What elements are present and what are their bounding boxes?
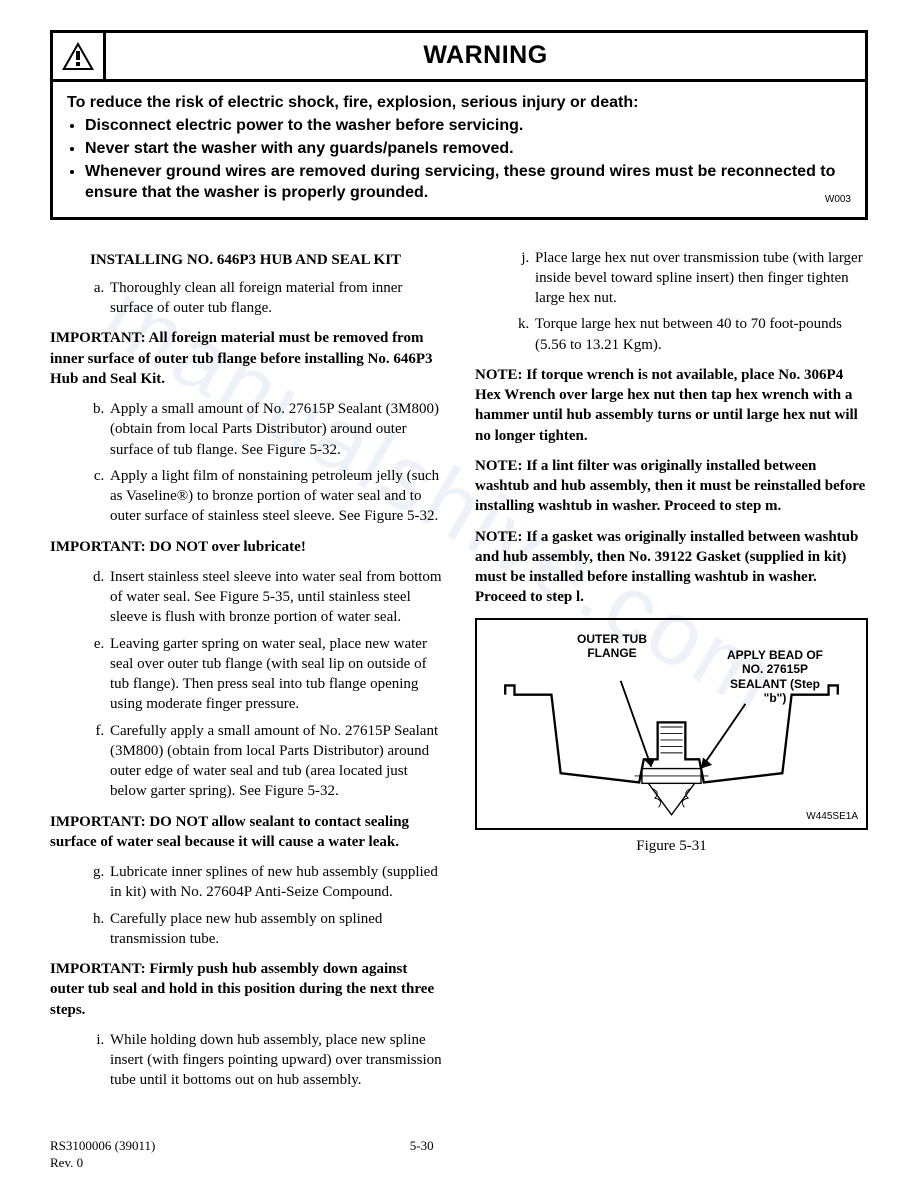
warning-body: To reduce the risk of electric shock, fi… bbox=[53, 82, 865, 217]
step: While holding down hub assembly, place n… bbox=[108, 1030, 443, 1091]
important-note: IMPORTANT: DO NOT over lubricate! bbox=[50, 537, 443, 557]
step: Lubricate inner splines of new hub assem… bbox=[108, 862, 443, 903]
step: Carefully apply a small amount of No. 27… bbox=[108, 721, 443, 802]
warning-bullet: Whenever ground wires are removed during… bbox=[85, 161, 851, 204]
note: NOTE: If a gasket was originally install… bbox=[475, 527, 868, 608]
step: Torque large hex nut between 40 to 70 fo… bbox=[533, 314, 868, 355]
step: Place large hex nut over transmission tu… bbox=[533, 248, 868, 309]
warning-bullet: Disconnect electric power to the washer … bbox=[85, 115, 851, 137]
figure-label: APPLY BEAD OF NO. 27615P SEALANT (Step "… bbox=[720, 648, 830, 706]
step: Insert stainless steel sleeve into water… bbox=[108, 567, 443, 628]
important-note: IMPORTANT: All foreign material must be … bbox=[50, 328, 443, 389]
warning-code: W003 bbox=[825, 193, 851, 207]
right-column: Place large hex nut over transmission tu… bbox=[475, 244, 868, 1101]
step: Apply a small amount of No. 27615P Seala… bbox=[108, 399, 443, 460]
step: Thoroughly clean all foreign material fr… bbox=[108, 278, 443, 319]
warning-bullet: Never start the washer with any guards/p… bbox=[85, 138, 851, 160]
page-number: 5-30 bbox=[125, 1137, 718, 1172]
left-column: INSTALLING NO. 646P3 HUB AND SEAL KIT Th… bbox=[50, 244, 443, 1101]
note: NOTE: If a lint filter was originally in… bbox=[475, 456, 868, 517]
step: Apply a light film of nonstaining petrol… bbox=[108, 466, 443, 527]
important-note: IMPORTANT: Firmly push hub assembly down… bbox=[50, 959, 443, 1020]
important-note: IMPORTANT: DO NOT allow sealant to conta… bbox=[50, 812, 443, 853]
warning-title: WARNING bbox=[106, 33, 865, 79]
warning-box: WARNING To reduce the risk of electric s… bbox=[50, 30, 868, 220]
figure-caption: Figure 5-31 bbox=[475, 836, 868, 856]
figure-code: W445SE1A bbox=[806, 810, 858, 824]
figure-box: OUTER TUB FLANGE APPLY BEAD OF NO. 27615… bbox=[475, 618, 868, 830]
page-footer: RS3100006 (39011) Rev. 0 5-30 bbox=[50, 1137, 868, 1172]
warning-icon bbox=[53, 33, 106, 79]
step: Carefully place new hub assembly on spli… bbox=[108, 909, 443, 950]
figure-label: OUTER TUB FLANGE bbox=[557, 632, 667, 661]
step: Leaving garter spring on water seal, pla… bbox=[108, 634, 443, 715]
warning-intro: To reduce the risk of electric shock, fi… bbox=[67, 92, 851, 114]
note: NOTE: If torque wrench is not available,… bbox=[475, 365, 868, 446]
section-title: INSTALLING NO. 646P3 HUB AND SEAL KIT bbox=[90, 250, 443, 270]
